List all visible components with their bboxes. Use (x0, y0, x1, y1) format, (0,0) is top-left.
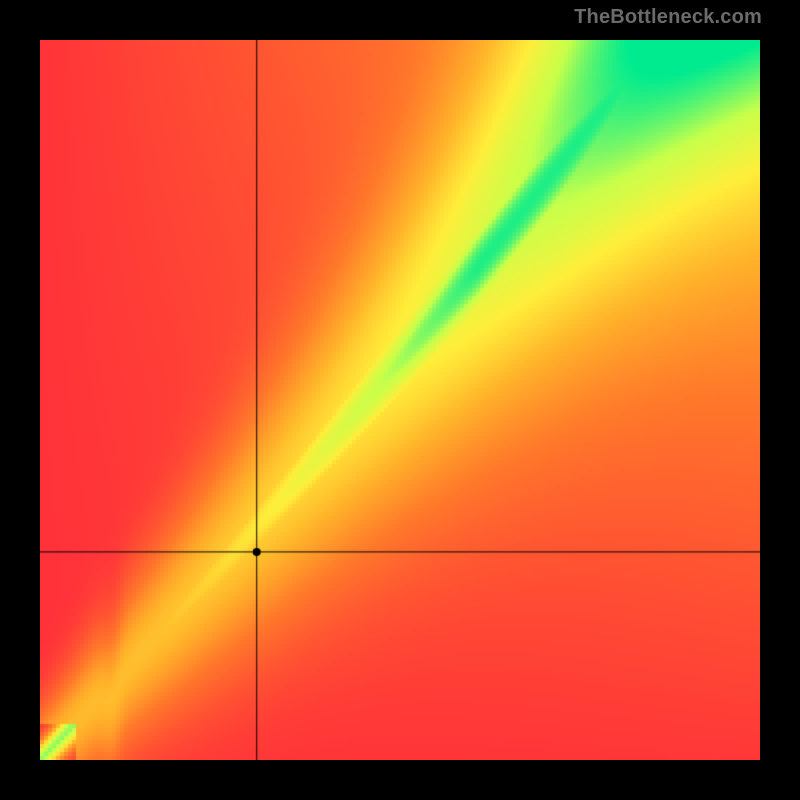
bottleneck-heatmap (40, 40, 760, 760)
heatmap-canvas (40, 40, 760, 760)
watermark-text: TheBottleneck.com (574, 6, 762, 29)
